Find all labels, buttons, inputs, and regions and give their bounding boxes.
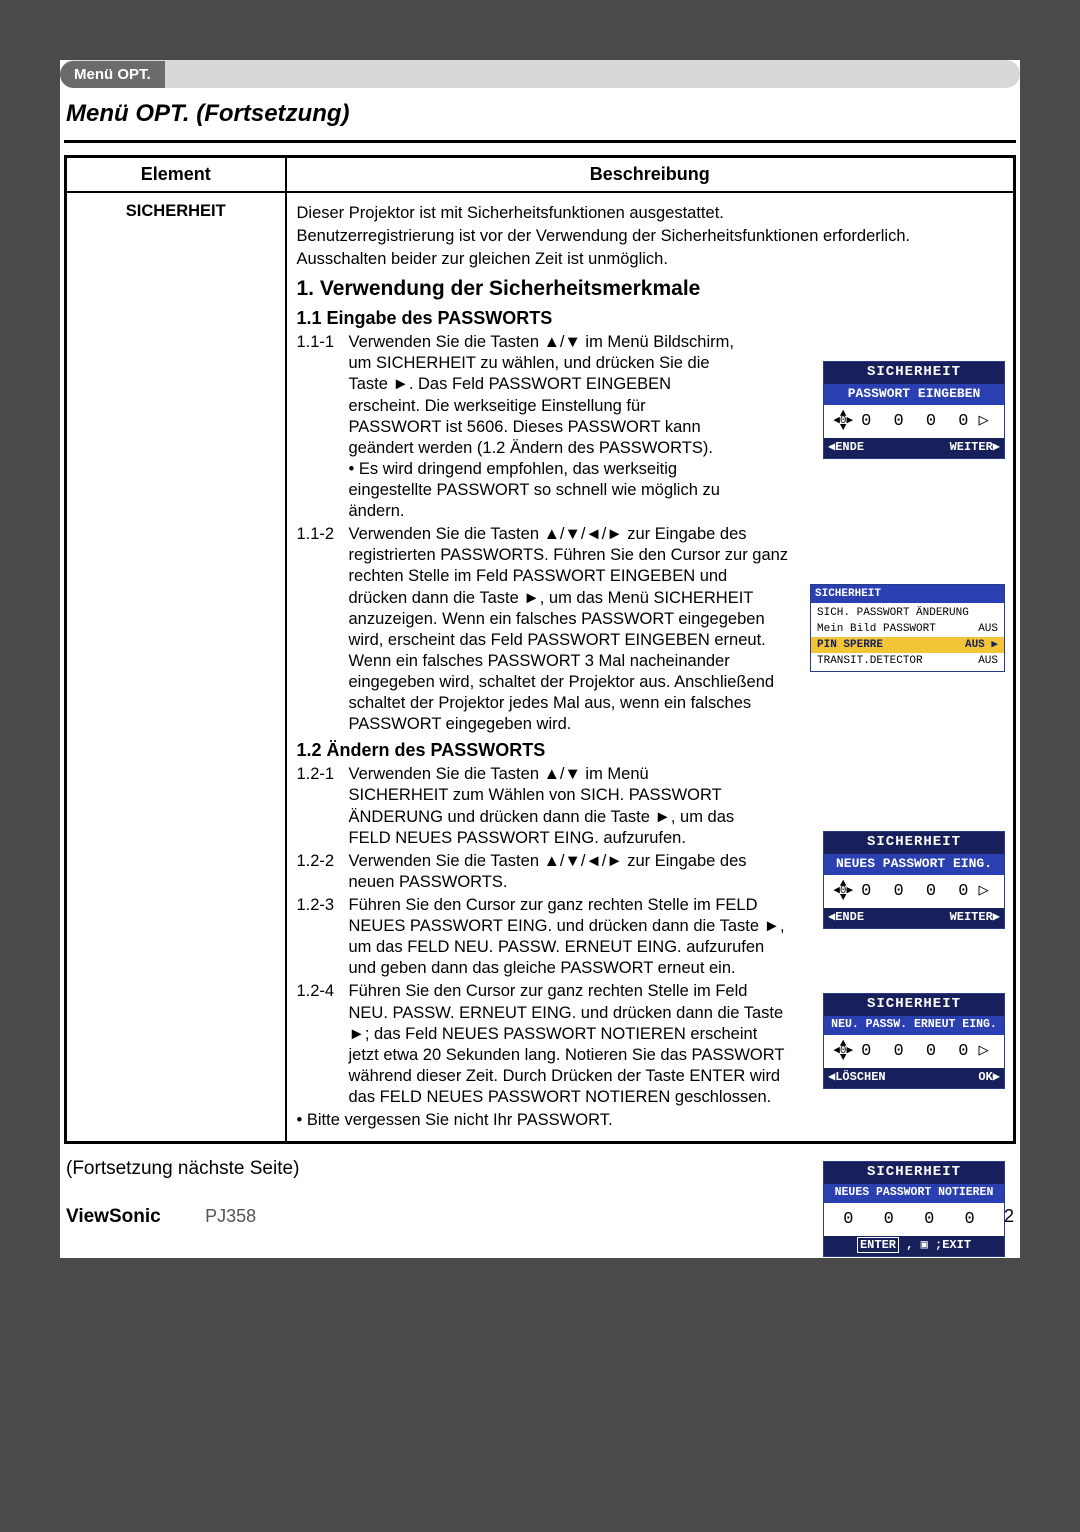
intro-1: Dieser Projektor ist mit Sicherheitsfunk… [297, 203, 1004, 224]
row-label-sicherheit: SICHERHEIT [66, 192, 286, 1143]
osd-reenter-password: SICHERHEIT NEU. PASSW. ERNEUT EING. ▲◀0▶… [823, 993, 1005, 1089]
col-beschreibung: Beschreibung [286, 157, 1015, 193]
osd-password-enter: SICHERHEIT PASSWORT EINGEBEN ▲◀0▶▼ 0 0 0… [823, 361, 1005, 459]
item-1-2-end: • Bitte vergessen Sie nicht Ihr PASSWORT… [297, 1110, 1004, 1131]
description-cell: Dieser Projektor ist mit Sicherheitsfunk… [286, 192, 1015, 1143]
footer-brand: ViewSonic [66, 1206, 161, 1227]
osd-new-password: SICHERHEIT NEUES PASSWORT EING. ▲◀0▶▼ 0 … [823, 831, 1005, 929]
osd-sicherheit-menu: SICHERHEIT SICH. PASSWORT ÄNDERUNGMein B… [810, 584, 1005, 672]
menu-tab-bar: Menü OPT. [60, 60, 1020, 88]
osd-menu-row: Mein Bild PASSWORTAUS [811, 621, 1004, 637]
updown-icon: ▲◀0▶▼ [833, 411, 853, 432]
heading-1-1: 1.1 Eingabe des PASSWORTS [297, 307, 1004, 330]
menu-tab-label: Menü OPT. [60, 61, 165, 88]
right-arrow-icon: ▷ [979, 411, 995, 433]
footer-model: PJ358 [205, 1206, 256, 1226]
heading-1-2: 1.2 Ändern des PASSWORTS [297, 739, 1004, 762]
section-title: Menü OPT. (Fortsetzung) [64, 94, 1016, 143]
right-arrow-icon: ▷ [979, 881, 995, 903]
osd-note-password: SICHERHEIT NEUES PASSWORT NOTIEREN 0 0 0… [823, 1161, 1005, 1257]
heading-1: 1. Verwendung der Sicherheitsmerkmale [297, 276, 1004, 303]
col-element: Element [66, 157, 286, 193]
right-arrow-icon: ▷ [979, 1041, 995, 1063]
osd-menu-row: TRANSIT.DETECTORAUS [811, 653, 1004, 669]
updown-icon: ▲◀0▶▼ [833, 881, 853, 902]
content-table: Element Beschreibung SICHERHEIT Dieser P… [64, 155, 1016, 1144]
intro-2: Benutzerregistrierung ist vor der Verwen… [297, 226, 1004, 247]
updown-icon: ▲◀0▶▼ [833, 1041, 853, 1062]
osd-menu-row: PIN SPERREAUS ▶ [811, 637, 1004, 653]
osd-menu-row: SICH. PASSWORT ÄNDERUNG [811, 605, 1004, 621]
intro-3: Ausschalten beider zur gleichen Zeit ist… [297, 249, 1004, 270]
